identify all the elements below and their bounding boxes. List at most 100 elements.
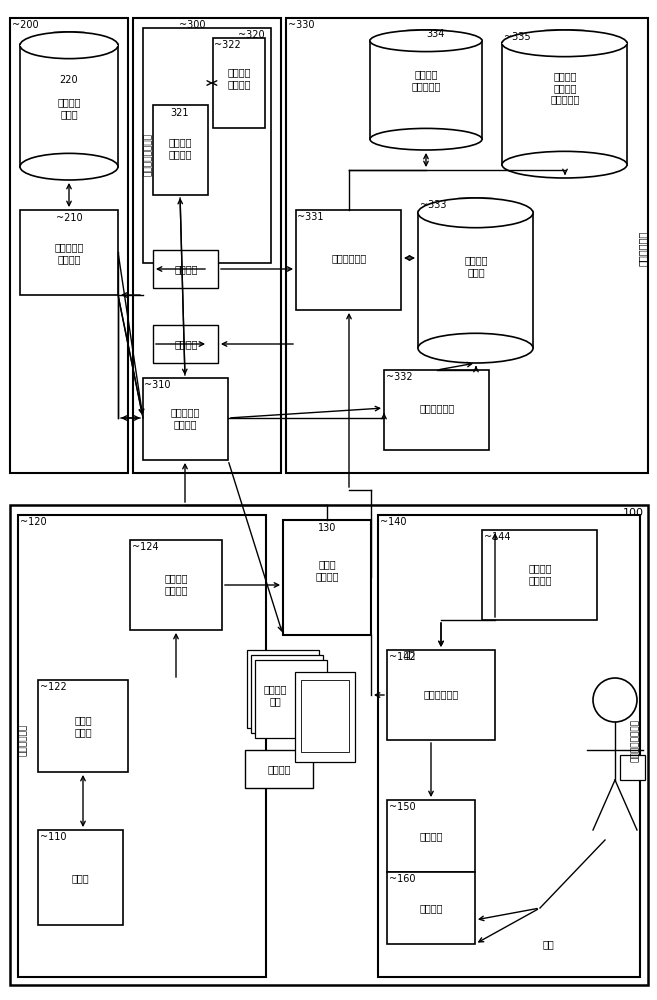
Text: 行为识别单元: 行为识别单元 bbox=[18, 724, 28, 756]
Bar bbox=[370, 30, 482, 41]
Bar bbox=[38, 830, 123, 925]
Text: 反馈调节单元: 反馈调节单元 bbox=[419, 403, 455, 413]
Text: 100: 100 bbox=[623, 508, 644, 518]
Text: 行为表示生成单元: 行为表示生成单元 bbox=[143, 133, 152, 176]
Text: ~140: ~140 bbox=[380, 517, 407, 527]
Text: ~124: ~124 bbox=[132, 542, 158, 552]
Bar bbox=[153, 105, 208, 195]
Bar bbox=[153, 250, 218, 288]
Bar bbox=[384, 370, 489, 450]
Text: 行为日志
数据库: 行为日志 数据库 bbox=[57, 97, 81, 119]
Ellipse shape bbox=[502, 151, 627, 178]
Bar bbox=[10, 18, 128, 473]
Bar bbox=[482, 530, 597, 620]
Bar bbox=[370, 41, 482, 139]
Bar bbox=[418, 213, 533, 348]
Text: 220: 220 bbox=[60, 75, 78, 85]
Text: ~332: ~332 bbox=[386, 372, 413, 382]
Text: 分析服务器
接口单元: 分析服务器 接口单元 bbox=[170, 407, 200, 429]
Text: 反馈: 反馈 bbox=[403, 649, 415, 659]
Bar bbox=[283, 520, 371, 635]
Bar bbox=[296, 210, 401, 310]
Bar bbox=[387, 872, 475, 944]
Text: ~210: ~210 bbox=[56, 213, 82, 223]
Ellipse shape bbox=[370, 128, 482, 150]
Text: ~120: ~120 bbox=[20, 517, 47, 527]
Text: ~331: ~331 bbox=[297, 212, 323, 222]
Bar bbox=[387, 650, 495, 740]
Bar bbox=[620, 755, 645, 780]
Bar bbox=[502, 43, 627, 165]
Bar bbox=[295, 672, 355, 762]
Text: ~310: ~310 bbox=[144, 380, 171, 390]
Text: ~110: ~110 bbox=[40, 832, 66, 842]
Bar bbox=[18, 515, 266, 977]
Text: 传感器
控制器: 传感器 控制器 bbox=[74, 715, 92, 737]
Text: 生活行为
识别单元: 生活行为 识别单元 bbox=[168, 137, 192, 159]
Bar bbox=[286, 18, 648, 473]
Bar bbox=[245, 750, 313, 788]
Bar bbox=[213, 38, 265, 128]
Text: 分析结果: 分析结果 bbox=[267, 764, 291, 774]
Bar bbox=[255, 660, 327, 738]
Text: ~320: ~320 bbox=[238, 30, 265, 40]
Ellipse shape bbox=[370, 30, 482, 52]
Bar bbox=[20, 45, 118, 167]
Ellipse shape bbox=[20, 153, 118, 180]
Bar bbox=[418, 198, 533, 213]
Text: 动作行为
数据: 动作行为 数据 bbox=[263, 684, 286, 706]
Bar bbox=[247, 650, 319, 728]
Bar bbox=[20, 32, 118, 46]
Text: ~200: ~200 bbox=[12, 20, 39, 30]
Bar bbox=[143, 28, 271, 263]
Text: 动作行为
识别单元: 动作行为 识别单元 bbox=[164, 573, 188, 595]
Bar bbox=[378, 515, 640, 977]
Ellipse shape bbox=[418, 198, 533, 228]
Text: 分析结果: 分析结果 bbox=[174, 339, 198, 349]
Text: ~142: ~142 bbox=[389, 652, 416, 662]
Text: 层次结构
判断单元: 层次结构 判断单元 bbox=[227, 67, 251, 89]
Text: 客户端
接口单元: 客户端 接口单元 bbox=[315, 559, 339, 581]
Text: ~150: ~150 bbox=[389, 802, 416, 812]
Text: 分析参数: 分析参数 bbox=[174, 264, 198, 274]
Bar bbox=[143, 378, 228, 460]
Text: 数据获取单元: 数据获取单元 bbox=[331, 253, 367, 263]
Bar bbox=[20, 210, 118, 295]
Text: ~322: ~322 bbox=[214, 40, 240, 50]
Text: 层次信息
附加数据
存储数据库: 层次信息 附加数据 存储数据库 bbox=[551, 71, 579, 105]
Text: 日志服务器
接口单元: 日志服务器 接口单元 bbox=[55, 242, 83, 264]
Text: 显示处理单元: 显示处理单元 bbox=[423, 689, 459, 699]
Text: ~122: ~122 bbox=[40, 682, 67, 692]
Text: 数据管理单元: 数据管理单元 bbox=[638, 230, 648, 266]
Bar bbox=[130, 540, 222, 630]
Text: 反馈: 反馈 bbox=[542, 939, 554, 949]
Text: 显示单元: 显示单元 bbox=[419, 831, 443, 841]
Bar bbox=[133, 18, 281, 473]
Text: ~330: ~330 bbox=[288, 20, 315, 30]
Text: 行为表示处理单元: 行为表示处理单元 bbox=[631, 718, 639, 762]
Text: 分析参数
数据库: 分析参数 数据库 bbox=[464, 255, 487, 277]
Text: 130: 130 bbox=[318, 523, 336, 533]
Text: 321: 321 bbox=[171, 108, 189, 118]
Bar bbox=[10, 505, 648, 985]
Text: 传感器: 传感器 bbox=[71, 873, 89, 883]
Ellipse shape bbox=[418, 333, 533, 363]
Bar bbox=[38, 680, 128, 772]
Text: 输入信息
处理单元: 输入信息 处理单元 bbox=[528, 563, 552, 585]
Bar bbox=[251, 655, 323, 733]
Text: ~160: ~160 bbox=[389, 874, 415, 884]
Ellipse shape bbox=[502, 30, 627, 57]
Bar bbox=[301, 680, 349, 752]
Text: ~333: ~333 bbox=[420, 200, 447, 210]
Text: 输入单元: 输入单元 bbox=[419, 903, 443, 913]
Text: 334: 334 bbox=[426, 29, 444, 39]
Bar bbox=[153, 325, 218, 363]
Text: 单位数据
存储数据库: 单位数据 存储数据库 bbox=[411, 69, 441, 91]
Ellipse shape bbox=[20, 32, 118, 59]
Bar bbox=[502, 30, 627, 44]
Bar bbox=[381, 635, 436, 673]
Text: ~300: ~300 bbox=[179, 20, 205, 30]
Text: ~335: ~335 bbox=[504, 32, 531, 42]
Bar bbox=[387, 800, 475, 872]
Text: ~144: ~144 bbox=[484, 532, 510, 542]
